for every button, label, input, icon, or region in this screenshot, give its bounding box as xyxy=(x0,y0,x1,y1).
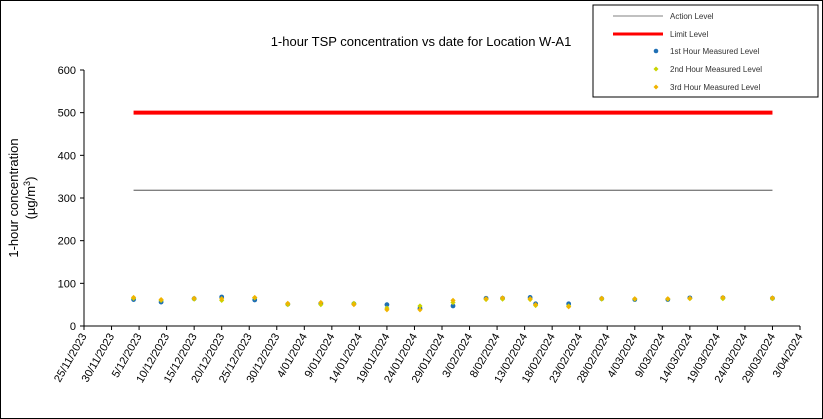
y-tick-label: 600 xyxy=(58,65,76,77)
series-1-point xyxy=(384,302,390,308)
series-3-point xyxy=(769,295,776,301)
legend-series-1: 1st Hour Measured Level xyxy=(670,47,760,56)
y-axis-label-line2: (µg/m3) xyxy=(22,177,38,220)
y-axis-ticks: 0 100 200 300 400 500 600 xyxy=(58,65,84,333)
series-3-point xyxy=(384,307,390,313)
y-axis-label-suffix: ) xyxy=(23,177,38,181)
y-tick-label: 400 xyxy=(58,150,76,162)
legend-limit-level: Limit Level xyxy=(670,30,708,39)
legend-series-1-marker xyxy=(653,48,659,54)
series-3-point xyxy=(351,302,357,308)
y-tick-label: 0 xyxy=(70,321,76,333)
legend-box xyxy=(592,4,819,98)
series-3-point xyxy=(191,295,197,301)
legend-series-2: 2nd Hour Measured Level xyxy=(670,65,762,74)
series-3-point xyxy=(483,296,489,302)
series-2-point xyxy=(417,303,423,309)
series-3-point xyxy=(158,296,164,303)
series-3-point xyxy=(318,299,324,306)
series-3-point xyxy=(252,294,258,301)
series-3-point xyxy=(417,307,423,313)
level-lines xyxy=(133,110,773,192)
series-3-point xyxy=(130,294,137,301)
series-3-point xyxy=(687,295,693,301)
y-tick-label: 500 xyxy=(58,108,76,120)
series-3-point xyxy=(599,295,605,301)
series-1-point xyxy=(450,303,456,309)
x-axis-ticks: 25/11/202330/11/20235/12/202310/12/20231… xyxy=(52,326,806,385)
series-3-point xyxy=(219,296,225,302)
series-3-point xyxy=(527,296,533,302)
y-axis-label-line1: 1-hour concentration xyxy=(6,138,21,257)
series-3-point xyxy=(566,304,572,310)
series-3-point xyxy=(720,294,726,301)
legend-series-2-marker xyxy=(653,66,659,72)
y-axis-label: 1-hour concentration (µg/m3) xyxy=(6,138,38,257)
series-3-point xyxy=(450,297,456,303)
series-3-point xyxy=(533,302,539,308)
legend-series-3: 3rd Hour Measured Level xyxy=(670,83,760,92)
y-tick-label: 100 xyxy=(58,278,76,290)
data-points xyxy=(130,294,776,313)
y-axis-label-prefix: (µg/m xyxy=(23,186,38,220)
series-3-point xyxy=(285,300,291,306)
y-axis-label-sup: 3 xyxy=(22,181,32,186)
series-3-point xyxy=(632,296,638,302)
chart-title: 1-hour TSP concentration vs date for Loc… xyxy=(271,34,572,49)
legend-action-level: Action Level xyxy=(670,12,714,21)
series-3-point xyxy=(499,295,506,301)
legend-series-3-marker xyxy=(653,84,659,90)
legend: Action Level Limit Level 1st Hour Measur… xyxy=(592,4,819,98)
y-tick-label: 200 xyxy=(58,236,76,248)
y-tick-label: 300 xyxy=(58,193,76,205)
series-3-point xyxy=(665,296,671,302)
